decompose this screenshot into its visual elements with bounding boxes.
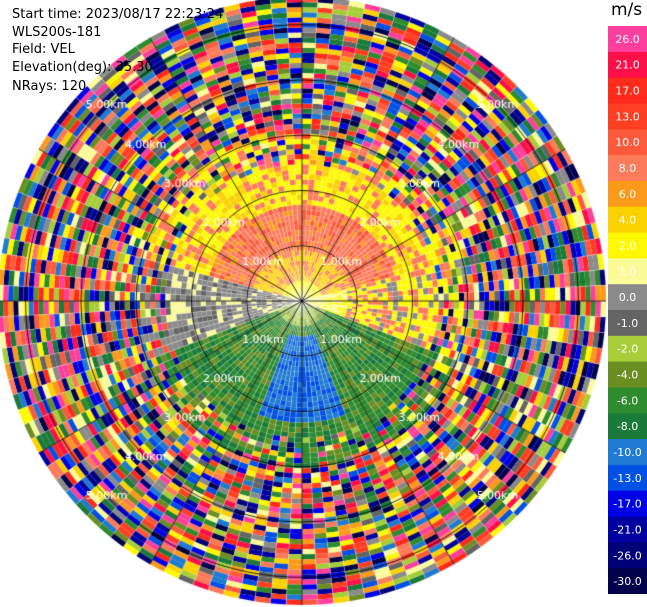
colorbar-tick-label: -17.0 bbox=[613, 498, 641, 511]
colorbar-tick-label: 10.0 bbox=[615, 136, 640, 149]
colorbar: 26.0 21.0 17.0 13.0 10.0 8.0 6.0 4.0 2.0 1.0 0.0 -1… bbox=[608, 26, 647, 594]
colorbar-swatch bbox=[608, 258, 647, 285]
colorbar-swatch bbox=[608, 335, 647, 363]
colorbar-swatch bbox=[608, 413, 647, 440]
colorbar-swatch bbox=[608, 129, 647, 156]
colorbar-swatch bbox=[608, 51, 647, 79]
colorbar-tick-label: -21.0 bbox=[613, 523, 641, 536]
scan-info: Start time: 2023/08/17 22:23:24 WLS200s-… bbox=[12, 6, 223, 96]
colorbar-tick-label: 1.0 bbox=[619, 265, 637, 278]
nrays-label: NRays: 120 bbox=[12, 79, 87, 94]
colorbar-tick-label: -26.0 bbox=[613, 549, 641, 562]
colorbar-swatch bbox=[608, 155, 647, 182]
colorbar-tick-label: -13.0 bbox=[613, 472, 641, 485]
colorbar-swatch bbox=[608, 439, 647, 466]
colorbar-swatch bbox=[608, 542, 647, 569]
colorbar-swatch bbox=[608, 387, 647, 414]
colorbar-swatch bbox=[608, 206, 647, 234]
field-label: Field: VEL bbox=[12, 42, 75, 57]
colorbar-tick-label: 8.0 bbox=[619, 162, 637, 175]
start-time-label: Start time: 2023/08/17 22:23:24 bbox=[12, 7, 224, 22]
colorbar-swatch bbox=[608, 103, 647, 130]
colorbar-tick-label: -2.0 bbox=[617, 343, 638, 356]
instrument-label: WLS200s-181 bbox=[12, 24, 102, 40]
colorbar-swatch bbox=[608, 361, 647, 388]
colorbar-tick-label: 17.0 bbox=[615, 85, 640, 98]
colorbar-swatch bbox=[608, 232, 647, 259]
colorbar-tick-label: -6.0 bbox=[617, 394, 638, 407]
colorbar-swatch bbox=[608, 77, 647, 104]
colorbar-swatch bbox=[608, 284, 647, 311]
colorbar-tick-label: -8.0 bbox=[617, 420, 638, 433]
colorbar-swatch bbox=[608, 26, 647, 53]
colorbar-swatch bbox=[608, 490, 647, 518]
colorbar-tick-label: 4.0 bbox=[619, 214, 637, 227]
colorbar-tick-label: 6.0 bbox=[619, 188, 637, 201]
colorbar-tick-label: -4.0 bbox=[617, 369, 638, 382]
elevation-label: Elevation(deg): 35.30 bbox=[12, 59, 153, 75]
colorbar-tick-label: 0.0 bbox=[619, 291, 637, 304]
colorbar-swatch bbox=[608, 310, 647, 337]
colorbar-swatch bbox=[608, 568, 647, 594]
colorbar-tick-label: -10.0 bbox=[613, 446, 641, 459]
colorbar-tick-label: -30.0 bbox=[613, 575, 641, 588]
colorbar-tick-label: -1.0 bbox=[617, 317, 638, 330]
colorbar-unit-label: m/s bbox=[611, 0, 643, 20]
colorbar-swatch bbox=[608, 180, 647, 208]
colorbar-swatch bbox=[608, 516, 647, 543]
colorbar-tick-label: 21.0 bbox=[615, 59, 640, 72]
colorbar-tick-label: 26.0 bbox=[615, 33, 640, 46]
colorbar-tick-label: 13.0 bbox=[615, 110, 640, 123]
colorbar-swatch bbox=[608, 464, 647, 492]
colorbar-tick-label: 2.0 bbox=[619, 239, 637, 252]
